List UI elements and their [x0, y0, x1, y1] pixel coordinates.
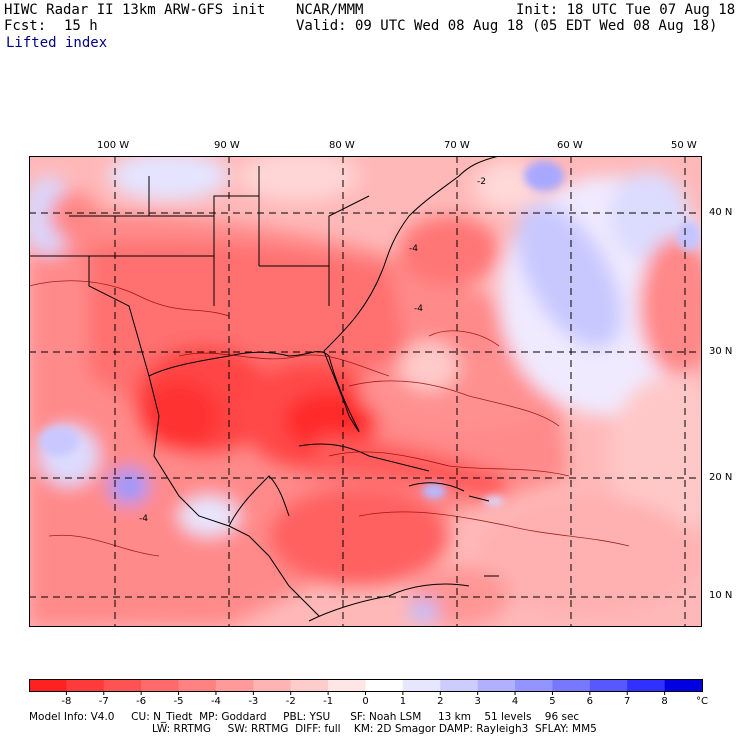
lat-label-10n: 10 N	[709, 590, 733, 601]
colorbar-swatch	[589, 679, 628, 692]
forecast-label: Fcst:	[4, 18, 47, 34]
colorbar-swatch	[253, 679, 292, 692]
graticule	[29, 156, 702, 627]
lifted-index-map: -2 -4 -4 -4	[29, 156, 702, 627]
colorbar-swatches	[29, 679, 703, 692]
colorbar-tick-label: 2	[437, 696, 443, 707]
colorbar-swatch	[552, 679, 591, 692]
colorbar-swatch	[440, 679, 478, 692]
contour-label: -4	[409, 244, 418, 254]
colorbar-tick-label: 8	[661, 696, 667, 707]
colorbar-swatch	[365, 679, 404, 692]
colorbar-swatch	[627, 679, 665, 692]
contour-label: -2	[477, 177, 486, 187]
colorbar-tick-label: -3	[248, 696, 258, 707]
colorbar-tick-label: -5	[174, 696, 184, 707]
colorbar-swatch	[66, 679, 105, 692]
colorbar-swatch	[477, 679, 516, 692]
colorbar-tick-label: -1	[323, 696, 333, 707]
colorbar-tick-label: 4	[512, 696, 518, 707]
colorbar-swatch	[290, 679, 329, 692]
lon-label-50w: 50 W	[671, 140, 697, 151]
colorbar-swatch	[29, 679, 67, 692]
lat-label-20n: 20 N	[709, 472, 733, 483]
colorbar-swatch	[328, 679, 366, 692]
lon-label-100w: 100 W	[97, 140, 130, 151]
colorbar-swatch	[402, 679, 441, 692]
colorbar-tick-label: -8	[61, 696, 71, 707]
contour-label: -4	[414, 304, 423, 314]
organization: NCAR/MMM	[296, 2, 364, 18]
field-name: Lifted index	[6, 35, 108, 51]
lat-label-30n: 30 N	[709, 346, 733, 357]
colorbar-tick-label: -7	[99, 696, 109, 707]
colorbar-tick-label: 7	[624, 696, 630, 707]
colorbar-tick-label: -2	[286, 696, 296, 707]
colorbar-tick-label: 1	[400, 696, 406, 707]
model-info-line2: LW: RRTMG SW: RRTMG DIFF: full KM: 2D Sm…	[152, 723, 597, 735]
colorbar-tick-label: 3	[474, 696, 480, 707]
init-time: Init: 18 UTC Tue 07 Aug 18	[516, 2, 736, 18]
colorbar: -8 -7 -6 -5 -4 -3 -2 -1 0 1 2 3 4 5 6 7 8 °C	[29, 679, 708, 707]
lon-label-80w: 80 W	[329, 140, 355, 151]
lon-label-60w: 60 W	[557, 140, 583, 151]
colorbar-swatch	[141, 679, 179, 692]
colorbar-tick-label: -4	[211, 696, 221, 707]
model-title: HIWC Radar II 13km ARW-GFS init	[4, 2, 266, 18]
colorbar-tick-label: 0	[362, 696, 368, 707]
colorbar-swatch	[103, 679, 142, 692]
coastlines	[29, 156, 500, 622]
lon-label-90w: 90 W	[214, 140, 240, 151]
colorbar-swatch	[515, 679, 553, 692]
colorbar-swatch	[178, 679, 217, 692]
map-frame	[29, 156, 702, 627]
model-info-line1: Model Info: V4.0 CU: N_Tiedt MP: Goddard…	[29, 711, 580, 723]
lat-label-40n: 40 N	[709, 207, 733, 218]
forecast-hour: 15 h	[64, 18, 98, 34]
lon-label-70w: 70 W	[444, 140, 470, 151]
colorbar-tick-label: 6	[587, 696, 593, 707]
colorbar-unit: °C	[696, 696, 708, 707]
colorbar-frame	[29, 679, 703, 692]
contour-label: -4	[139, 514, 148, 524]
colorbar-ticks: -8 -7 -6 -5 -4 -3 -2 -1 0 1 2 3 4 5 6 7 8	[61, 692, 668, 707]
contours	[29, 280, 630, 557]
lifted-index-detail	[39, 161, 701, 506]
valid-time: Valid: 09 UTC Wed 08 Aug 18 (05 EDT Wed …	[296, 18, 718, 34]
colorbar-swatch	[215, 679, 254, 692]
colorbar-tick-label: 5	[549, 696, 555, 707]
colorbar-tick-label: -6	[136, 696, 146, 707]
colorbar-swatch	[664, 679, 703, 692]
